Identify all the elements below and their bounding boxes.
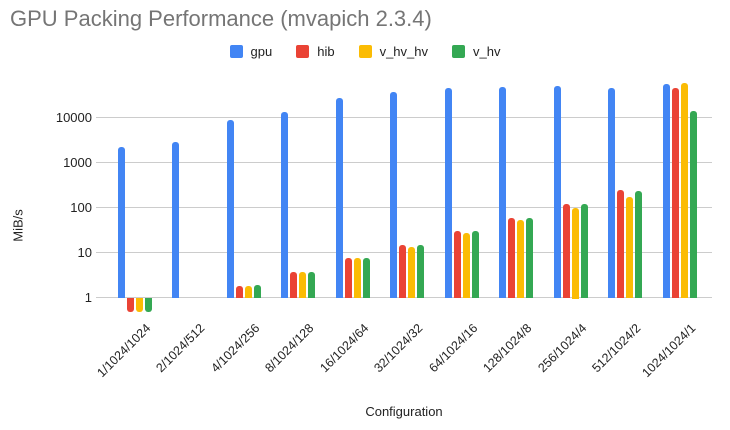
legend-swatch-gpu [229,44,243,58]
bar-v_hv-512/1024/2 [635,191,642,299]
legend-label-v_hv: v_hv [473,43,501,59]
legend-swatch-hib [296,44,310,58]
bar-gpu-4/1024/256 [226,119,234,299]
legend-label-hib: hib [317,43,335,59]
bar-v_hv-128/1024/8 [526,218,533,299]
x-tick-label: 1024/1024/1 [639,321,699,381]
bar-v_hv-32/1024/32 [417,244,424,299]
bar-v_hv-256/1024/4 [580,203,588,299]
bar-v_hv_hv-1/1024/1024 [135,298,143,312]
bar-hib-32/1024/32 [399,244,406,299]
legend-item-v_hv_hv: v_hv_hv [358,43,428,59]
x-tick-label: 4/1024/256 [208,321,263,376]
gridline [96,117,712,118]
bar-v_hv-1/1024/1024 [144,298,152,312]
bar-v_hv_hv-1024/1024/1 [680,83,688,299]
x-tick-label: 128/1024/8 [480,321,535,376]
chart-title: GPU Packing Performance (mvapich 2.3.4) [10,6,432,31]
bar-v_hv_hv-256/1024/4 [571,207,579,299]
y-axis-title: MiB/s [10,209,26,242]
bar-hib-1/1024/1024 [126,298,134,312]
x-tick-label: 32/1024/32 [371,321,426,376]
bar-gpu-2/1024/512 [172,142,179,299]
y-tick-label: 10000 [55,109,92,125]
bar-v_hv-16/1024/64 [362,258,370,299]
bar-v_hv_hv-64/1024/16 [462,233,470,299]
x-tick-label: 1/1024/1024 [94,321,154,381]
bar-v_hv-8/1024/128 [308,271,315,299]
legend-label-gpu: gpu [250,43,273,59]
legend-item-v_hv: v_hv [452,44,500,59]
bar-v_hv_hv-32/1024/32 [408,247,415,299]
bar-hib-1024/1024/1 [671,88,679,299]
gridline [96,162,712,163]
bar-gpu-16/1024/64 [335,98,343,299]
x-tick-label: 64/1024/16 [426,321,481,376]
bar-hib-8/1024/128 [290,271,297,299]
gridline [96,207,712,208]
bar-v_hv_hv-8/1024/128 [299,272,306,299]
legend-item-gpu: gpu [229,43,273,59]
bar-gpu-32/1024/32 [390,91,397,299]
bar-gpu-8/1024/128 [281,112,288,299]
bar-gpu-512/1024/2 [608,87,615,299]
y-tick-label: 10 [77,244,92,260]
x-tick-label: 256/1024/4 [535,321,590,376]
y-tick-label: 1000 [63,154,92,170]
bar-hib-256/1024/4 [562,203,570,299]
x-tick-label: 16/1024/64 [317,321,372,376]
x-tick-label: 8/1024/128 [262,321,317,376]
bar-v_hv-4/1024/256 [253,284,261,299]
bar-v_hv_hv-16/1024/64 [353,258,361,299]
legend-label-v_hv_hv: v_hv_hv [379,43,428,59]
bar-gpu-1024/1024/1 [662,84,670,299]
bar-hib-128/1024/8 [508,218,515,299]
y-tick-label: 1 [84,289,92,305]
bar-v_hv_hv-128/1024/8 [517,220,524,299]
bar-v_hv_hv-4/1024/256 [244,286,252,299]
legend-swatch-v_hv [452,44,465,58]
bar-hib-4/1024/256 [235,286,243,299]
x-axis-title: Configuration [365,404,443,419]
bar-hib-512/1024/2 [617,189,624,299]
bar-gpu-256/1024/4 [553,86,561,299]
bar-v_hv-64/1024/16 [471,231,479,299]
bar-gpu-128/1024/8 [499,87,506,299]
x-tick-label: 2/1024/512 [153,321,208,376]
bar-hib-16/1024/64 [344,258,352,299]
bar-gpu-1/1024/1024 [117,147,125,299]
bar-gpu-64/1024/16 [444,88,452,299]
bar-hib-64/1024/16 [453,231,461,299]
legend: gpu hib v_hv_hv v_hv [0,41,730,61]
legend-item-hib: hib [296,43,335,59]
bar-v_hv-1024/1024/1 [689,110,697,299]
y-tick-label: 100 [70,199,92,215]
x-tick-label: 512/1024/2 [589,321,644,376]
legend-swatch-v_hv_hv [358,44,372,58]
bar-v_hv_hv-512/1024/2 [626,196,633,299]
